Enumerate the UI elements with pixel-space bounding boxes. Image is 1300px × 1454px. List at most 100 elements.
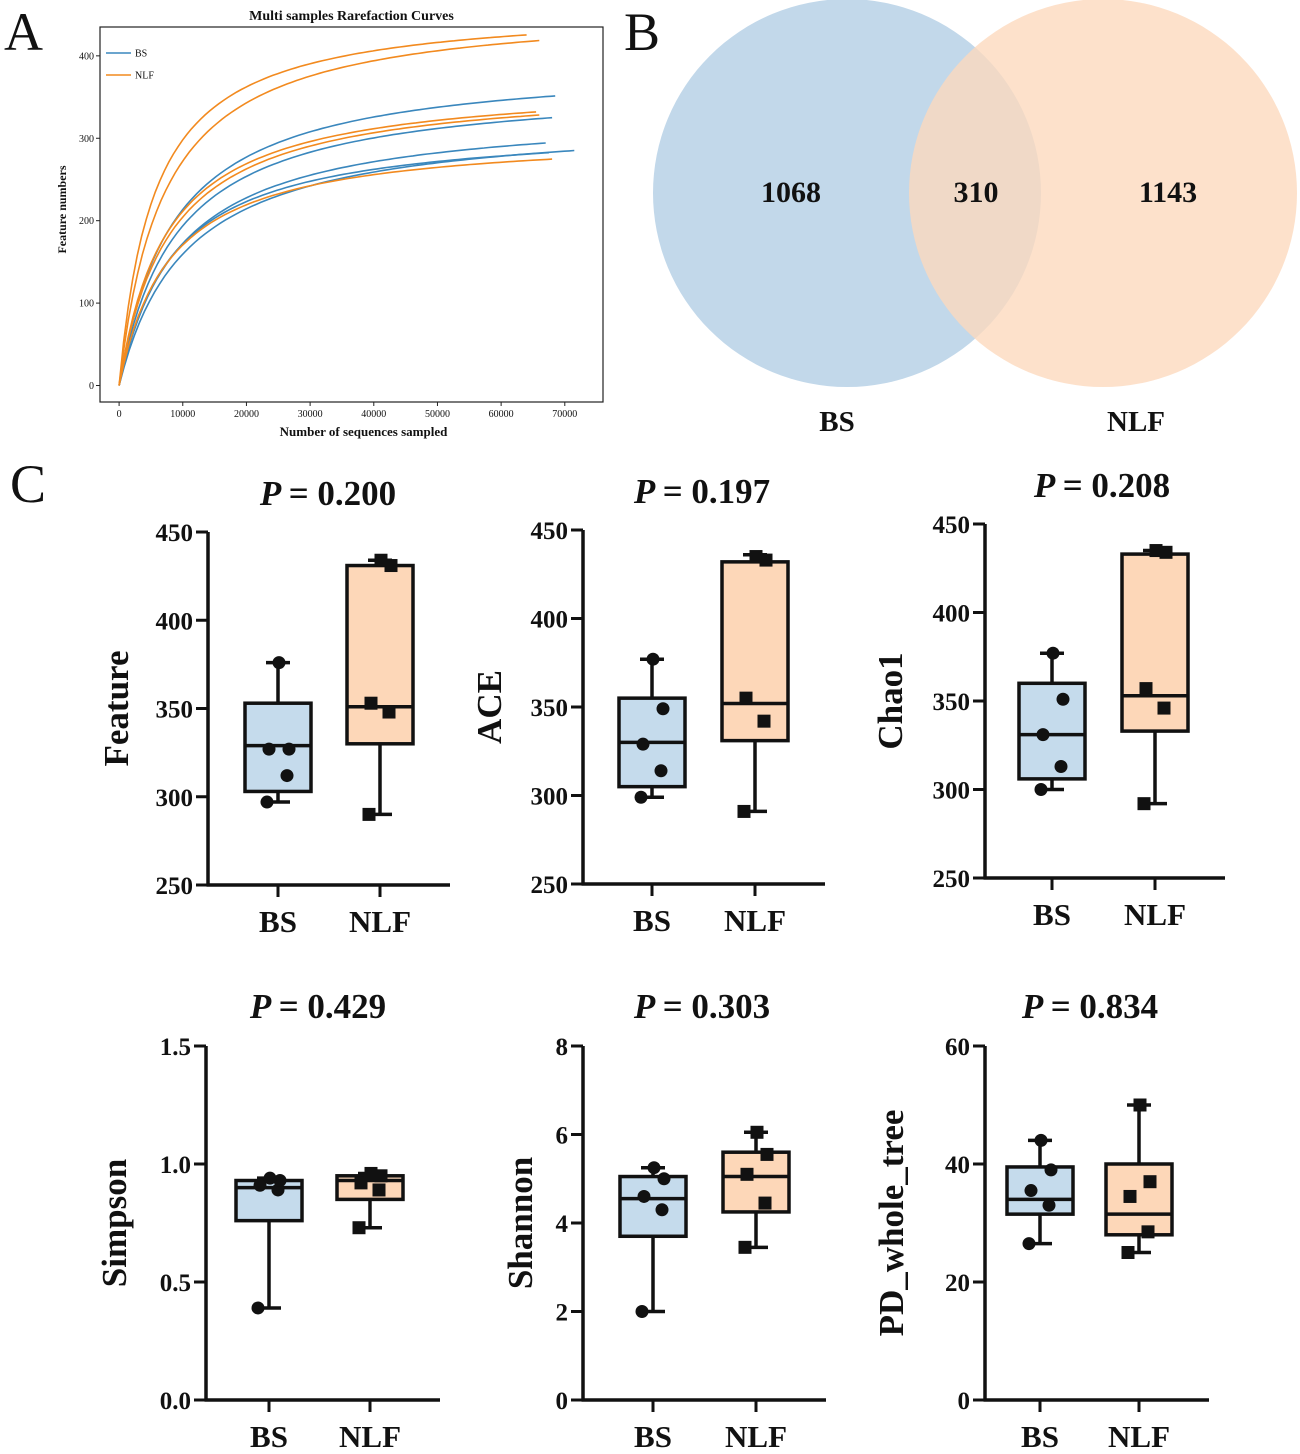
p-symbol: P <box>633 472 663 511</box>
p-symbol: P <box>249 987 279 1026</box>
data-point-nlf <box>1137 797 1151 811</box>
venn-label-nlf: NLF <box>1107 406 1165 438</box>
boxplot-shannon: P = 0.303 0 2 4 6 8 Shannon BS NLF <box>501 987 826 1454</box>
rarefaction-curve-bs <box>118 95 556 386</box>
rarefaction-curve-nlf <box>118 114 540 386</box>
legend-label-bs: BS <box>135 49 147 60</box>
y-tick-label: 60 <box>945 1034 970 1061</box>
data-point-bs <box>657 1172 671 1186</box>
p-symbol: P <box>1033 466 1063 505</box>
rarefaction-chart: Multi samples Rarefaction Curves 0 10000 20… <box>55 9 604 439</box>
data-point-bs <box>655 1203 669 1217</box>
data-point-nlf <box>1149 544 1163 558</box>
x-tick-label: 30000 <box>298 409 323 420</box>
rarefaction-curve-nlf <box>118 39 540 386</box>
x-tick-label: 50000 <box>425 409 450 420</box>
data-point-bs <box>1034 783 1048 796</box>
box-nlf <box>720 560 790 743</box>
y-axis-label: Feature numbers <box>55 165 69 253</box>
data-point-nlf <box>750 1125 764 1139</box>
panel-label-c: C <box>10 454 46 514</box>
data-point-bs <box>1044 1163 1058 1177</box>
data-point-bs <box>1036 728 1050 742</box>
x-tick-label-bs: BS <box>634 1419 672 1454</box>
data-point-bs <box>647 1161 661 1175</box>
x-tick-label-nlf: NLF <box>1124 897 1186 932</box>
y-axis-label: Shannon <box>501 1157 540 1289</box>
y-tick-label: 0.0 <box>160 1388 191 1415</box>
y-tick-label: 8 <box>556 1034 569 1061</box>
data-point-bs <box>636 737 650 751</box>
data-point-bs <box>280 769 294 783</box>
rarefaction-curve-bs <box>118 151 549 386</box>
data-point-bs <box>251 1301 265 1315</box>
data-point-nlf <box>749 550 763 564</box>
y-tick-label: 400 <box>933 601 971 628</box>
data-point-bs <box>262 742 276 756</box>
y-axis-label: PD_whole_tree <box>872 1110 911 1337</box>
y-tick-label: 300 <box>156 785 194 812</box>
x-tick-label: 0 <box>117 409 122 420</box>
p-value: = 0.834 <box>1051 987 1158 1026</box>
y-axis-label: Chao1 <box>871 652 910 749</box>
data-point-bs <box>253 1178 267 1192</box>
p-symbol: P <box>1021 987 1051 1026</box>
y-tick-label: 0 <box>958 1388 971 1415</box>
x-tick-label-bs: BS <box>1021 1419 1059 1454</box>
data-point-nlf <box>354 1176 368 1190</box>
data-point-bs <box>654 764 668 778</box>
x-tick-label: 40000 <box>361 409 386 420</box>
data-point-nlf <box>362 807 376 821</box>
y-tick-label: 300 <box>933 778 971 805</box>
data-point-bs <box>1034 1133 1048 1147</box>
p-value: = 0.208 <box>1063 466 1170 505</box>
p-symbol: P <box>259 474 289 513</box>
y-tick-label: 250 <box>933 866 971 893</box>
data-point-nlf <box>1139 682 1153 696</box>
data-point-bs <box>273 1174 287 1188</box>
x-tick-label: 10000 <box>170 409 195 420</box>
y-tick-label: 0.5 <box>160 1270 191 1297</box>
data-point-nlf <box>760 1147 774 1161</box>
data-point-nlf <box>1159 545 1173 559</box>
data-point-bs <box>1022 1237 1036 1251</box>
box-nlf <box>721 1150 791 1214</box>
y-tick-label: 450 <box>933 512 971 539</box>
data-point-bs <box>272 656 286 670</box>
data-point-nlf <box>737 804 751 818</box>
rarefaction-curve-bs <box>118 116 553 386</box>
data-point-nlf <box>1157 701 1171 715</box>
venn-circle-nlf <box>909 0 1297 387</box>
venn-count-shared: 310 <box>954 176 999 209</box>
data-point-bs <box>656 702 670 716</box>
x-tick-label-nlf: NLF <box>339 1419 401 1454</box>
x-tick-label-nlf: NLF <box>724 903 786 938</box>
data-point-bs <box>637 1189 651 1203</box>
p-value: = 0.200 <box>289 474 396 513</box>
box-bs <box>1017 681 1087 781</box>
y-tick-label: 6 <box>556 1123 569 1150</box>
boxplot-pd: P = 0.834 0 20 40 60 PD_whole_tree BS NLF <box>872 987 1209 1454</box>
panel-label-a: A <box>4 2 43 62</box>
rarefaction-curve-bs <box>118 142 546 386</box>
y-tick-label: 1.0 <box>160 1152 191 1179</box>
y-tick-label: 350 <box>156 697 194 724</box>
data-point-nlf <box>384 559 398 573</box>
boxplot-simpson: P = 0.429 0.0 0.5 1.0 1.5 Simpson BS NLF <box>95 987 440 1454</box>
y-axis-label: Simpson <box>95 1159 134 1287</box>
box-bs <box>618 1174 688 1239</box>
data-point-nlf <box>759 553 773 567</box>
y-tick-label: 0 <box>556 1388 569 1415</box>
y-tick-label: 350 <box>933 689 971 716</box>
y-tick-label: 2 <box>556 1300 569 1327</box>
data-point-nlf <box>1121 1246 1135 1259</box>
p-value: = 0.197 <box>663 472 770 511</box>
x-tick-label: 60000 <box>489 409 514 420</box>
data-point-bs <box>282 742 296 756</box>
boxplot-feature: P = 0.200 250 300 350 400 450 Feature BS NLF <box>97 474 450 939</box>
rarefaction-curve-nlf <box>118 34 527 386</box>
data-point-nlf <box>374 553 388 567</box>
y-tick-label: 350 <box>531 695 569 722</box>
y-tick-label: 400 <box>531 607 569 634</box>
